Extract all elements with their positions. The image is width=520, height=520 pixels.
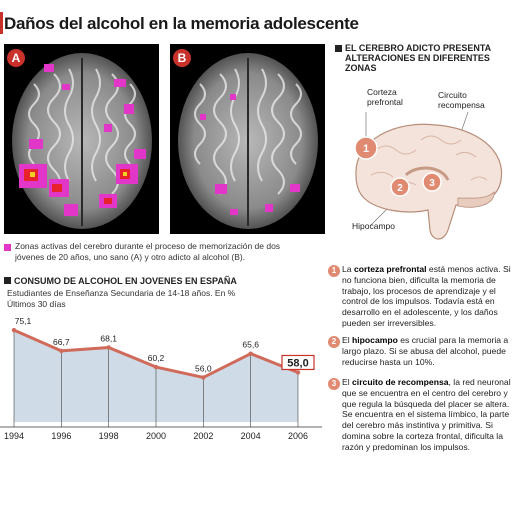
explain-3-after: , la red neuronal que se encuentra en el… — [342, 377, 511, 452]
chart-point — [248, 351, 253, 356]
marker-2-circle — [390, 177, 410, 197]
legend-swatch — [4, 244, 11, 251]
panel-badge-a: A — [7, 49, 25, 67]
chart-title: CONSUMO DE ALCOHOL EN JOVENES EN ESPAÑA — [14, 276, 237, 286]
brain-diagram-illustration: 1 2 3 — [354, 111, 503, 240]
label-circuito-recompensa: Circuito recompensa — [438, 90, 485, 110]
label-corteza-line2: prefrontal — [367, 97, 403, 107]
chart-point — [201, 375, 206, 380]
explain-1-badge: 1 — [328, 265, 340, 277]
explain-2-after: es crucial para la memoria a largo plazo… — [342, 335, 509, 367]
chart-x-tick-label: 1998 — [99, 431, 119, 441]
brain-scan-a: A — [4, 44, 159, 234]
legend-text: Zonas activas del cerebro durante el pro… — [15, 241, 281, 262]
explain-3-badge: 3 — [328, 378, 340, 390]
alcohol-consumption-chart: 75,1 1994 66,7 1996 68,1 1998 60,2 2000 56,0 2002… — [0, 316, 322, 441]
chart-data-label: 58,0 — [287, 357, 308, 369]
chart-data-label: 68,1 — [100, 333, 117, 343]
chart-point — [295, 370, 301, 375]
chart-highlight-box — [281, 354, 315, 371]
marker-1-circle — [354, 136, 378, 160]
explain-2-badge: 2 — [328, 336, 340, 348]
explain-1: La corteza prefrontal está menos activa.… — [342, 264, 518, 329]
chart-data-label: 66,7 — [53, 337, 70, 347]
explain-3-before: El — [342, 377, 353, 387]
chart-period: Últimos 30 días — [7, 299, 66, 309]
explain-2-bold: hipocampo — [352, 335, 398, 345]
explain-1-after: está menos activa. Si no funciona bien, … — [342, 264, 511, 328]
marker-1: 1 — [363, 143, 369, 155]
chart-point — [11, 327, 17, 333]
label-corteza-line1: Corteza — [367, 87, 397, 97]
brain-scan-b-image — [178, 53, 318, 229]
chart-heading-marker — [4, 277, 11, 284]
panel-badge-b: B — [173, 49, 191, 67]
title-accent-bar — [0, 12, 3, 34]
label-corteza-prefrontal: Corteza prefrontal — [367, 87, 403, 107]
diagram-heading-line3: ZONAS — [345, 63, 377, 73]
chart-data-label: 56,0 — [195, 363, 212, 373]
explain-2: El hipocampo es crucial para la memoria … — [342, 335, 518, 367]
chart-point — [59, 348, 64, 354]
diagram-heading-marker — [335, 45, 342, 52]
brain-diagram: 1 2 3 — [336, 80, 520, 250]
page-title: Daños del alcohol en la memoria adolesce… — [4, 14, 359, 33]
brain-scan-b: B — [170, 44, 325, 234]
label-hipocampo: Hipocampo — [352, 221, 395, 231]
diagram-heading: EL CEREBRO ADICTO PRESENTA ALTERACIONES … — [345, 43, 520, 73]
chart-x-tick-label: 2006 — [288, 431, 308, 441]
marker-2: 2 — [397, 183, 403, 194]
explain-3-bold: circuito de recompensa — [352, 377, 449, 387]
chart-x-tick-label: 2004 — [241, 431, 261, 441]
chart-x-tick-label: 2000 — [146, 431, 166, 441]
chart-data-label: 75,1 — [15, 316, 32, 326]
chart-point — [106, 345, 111, 350]
chart-x-tick-label: 1994 — [4, 431, 24, 441]
chart-x-tick-label: 1996 — [51, 431, 71, 441]
chart-data-label: 65,6 — [242, 340, 259, 350]
explain-3: El circuito de recompensa, la red neuron… — [342, 377, 518, 453]
explain-1-bold: corteza prefrontal — [353, 264, 427, 274]
marker-3-circle — [422, 172, 442, 192]
diagram-heading-line2: ALTERACIONES EN DIFERENTES — [345, 53, 490, 63]
label-circuito-line2: recompensa — [438, 100, 485, 110]
brain-scan-a-image — [12, 53, 152, 229]
chart-x-tick-label: 2002 — [193, 431, 213, 441]
label-circuito-line1: Circuito — [438, 90, 467, 100]
marker-3: 3 — [429, 178, 435, 189]
diagram-heading-line1: EL CEREBRO ADICTO PRESENTA — [345, 43, 492, 53]
chart-data-label: 60,2 — [148, 353, 165, 363]
chart-subtitle: Estudiantes de Enseñanza Secundaria de 1… — [7, 288, 236, 298]
chart-point — [153, 364, 159, 370]
explain-1-before: La — [342, 264, 354, 274]
explain-2-before: El — [342, 335, 353, 345]
